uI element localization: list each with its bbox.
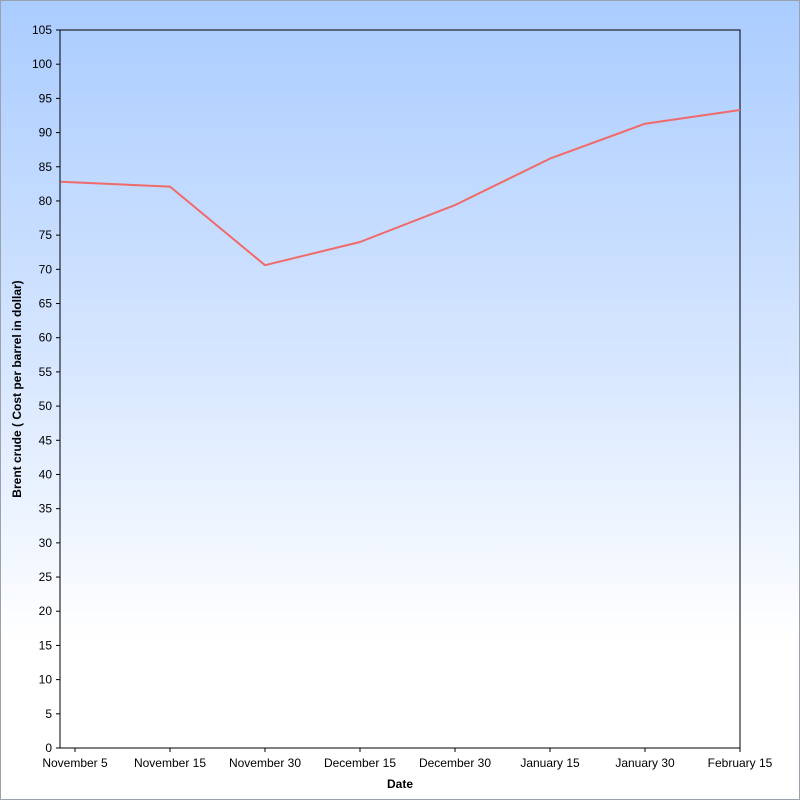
y-tick-label: 0 (45, 741, 52, 755)
y-tick-label: 50 (39, 399, 53, 413)
y-tick-label: 35 (39, 502, 53, 516)
y-tick-label: 55 (39, 365, 53, 379)
plot-area (59, 29, 741, 749)
x-tick-label: January 15 (520, 756, 580, 770)
y-tick-label: 15 (39, 638, 53, 652)
y-tick-label: 10 (39, 673, 53, 687)
y-tick-label: 85 (39, 160, 53, 174)
y-tick-label: 5 (45, 707, 52, 721)
x-tick-label: November 5 (42, 756, 108, 770)
y-tick-label: 40 (39, 467, 53, 481)
x-tick-label: December 30 (419, 756, 491, 770)
y-tick-label: 60 (39, 331, 53, 345)
y-axis-ticks: 0 5 10 15 20 25 30 35 40 45 50 55 60 65 70 75 80 85 90 95 10… (32, 23, 60, 755)
series-layer (60, 109, 741, 267)
y-tick-label: 90 (39, 126, 53, 140)
x-tick-label: November 30 (229, 756, 301, 770)
y-tick-label: 95 (39, 91, 53, 105)
x-tick-label: November 15 (134, 756, 206, 770)
x-axis-title: Date (387, 777, 413, 791)
y-tick-label: 65 (39, 297, 53, 311)
y-tick-label: 45 (39, 433, 53, 447)
y-axis-title: Brent crude ( Cost per barrel in dollar) (10, 280, 24, 497)
y-tick-label: 105 (32, 23, 52, 37)
x-axis-ticks: November 5 November 15 November 30 December… (42, 748, 773, 770)
y-tick-label: 100 (32, 57, 52, 71)
x-tick-label: January 30 (615, 756, 675, 770)
y-tick-label: 25 (39, 570, 53, 584)
y-tick-label: 70 (39, 262, 53, 276)
x-tick-label: February 15 (708, 756, 773, 770)
y-tick-label: 80 (39, 194, 53, 208)
y-tick-label: 20 (39, 604, 53, 618)
x-tick-label: December 15 (324, 756, 396, 770)
y-tick-label: 30 (39, 536, 53, 550)
series-line (60, 109, 741, 267)
y-tick-label: 75 (39, 228, 53, 242)
